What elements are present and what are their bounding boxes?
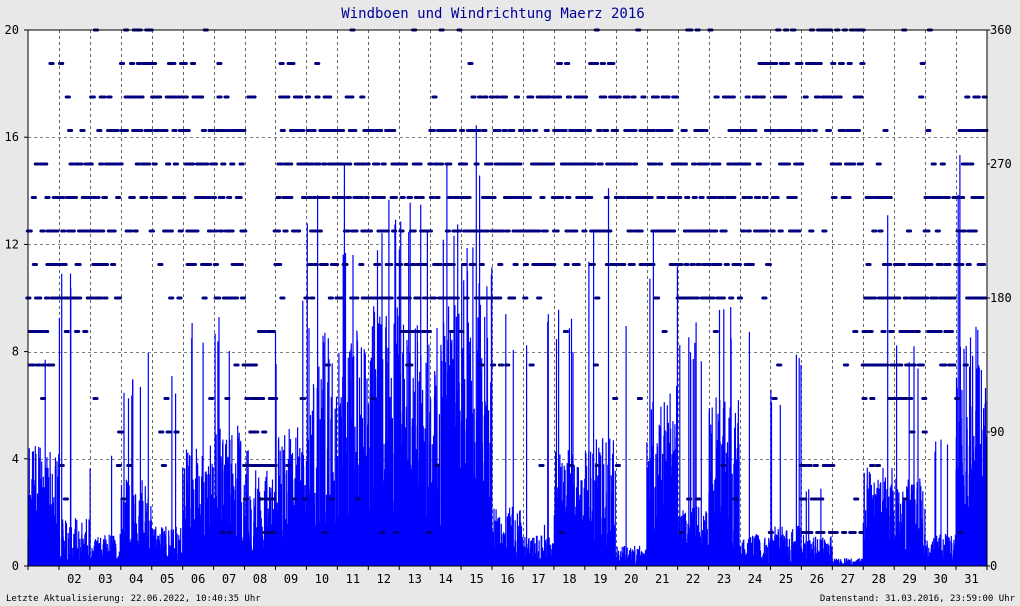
x-tick-label: 09: [284, 572, 298, 586]
x-tick-label: 26: [810, 572, 824, 586]
y-left-tick-label: 8: [12, 345, 19, 359]
footer-left: Letzte Aktualisierung: 22.06.2022, 10:40…: [6, 594, 261, 604]
x-tick-label: 29: [902, 572, 916, 586]
x-tick-label: 13: [407, 572, 421, 586]
y-left-tick-label: 0: [12, 559, 19, 573]
x-tick-label: 21: [655, 572, 669, 586]
x-tick-label: 11: [346, 572, 360, 586]
x-tick-label: 10: [315, 572, 329, 586]
x-tick-label: 05: [160, 572, 174, 586]
x-tick-label: 16: [500, 572, 514, 586]
x-tick-label: 15: [469, 572, 483, 586]
x-tick-label: 14: [438, 572, 452, 586]
x-tick-label: 23: [717, 572, 731, 586]
x-tick-label: 28: [871, 572, 885, 586]
footer-right: Datenstand: 31.03.2016, 23:59:00 Uhr: [820, 594, 1016, 604]
x-tick-label: 08: [253, 572, 267, 586]
x-tick-label: 17: [531, 572, 545, 586]
x-tick-label: 07: [222, 572, 236, 586]
x-tick-label: 04: [129, 572, 143, 586]
y-left-tick-label: 4: [12, 452, 19, 466]
x-tick-label: 02: [67, 572, 81, 586]
y-left-tick-label: 16: [5, 130, 19, 144]
y-right-tick-label: 180: [990, 291, 1012, 305]
x-tick-label: 24: [748, 572, 762, 586]
y-left-tick-label: 12: [5, 237, 19, 251]
y-right-tick-label: 0: [990, 559, 997, 573]
x-tick-label: 27: [841, 572, 855, 586]
x-tick-label: 12: [377, 572, 391, 586]
x-tick-label: 06: [191, 572, 205, 586]
x-tick-label: 30: [933, 572, 947, 586]
x-tick-label: 22: [686, 572, 700, 586]
x-tick-label: 20: [624, 572, 638, 586]
x-tick-label: 18: [562, 572, 576, 586]
y-right-tick-label: 90: [990, 425, 1004, 439]
chart-title: Windboen und Windrichtung Maerz 2016: [341, 6, 644, 22]
x-tick-label: 19: [593, 572, 607, 586]
x-tick-label: 25: [779, 572, 793, 586]
x-tick-label: 03: [98, 572, 112, 586]
y-right-tick-label: 360: [990, 23, 1012, 37]
y-right-tick-label: 270: [990, 157, 1012, 171]
x-tick-label: 31: [964, 572, 978, 586]
y-left-tick-label: 20: [5, 23, 19, 37]
